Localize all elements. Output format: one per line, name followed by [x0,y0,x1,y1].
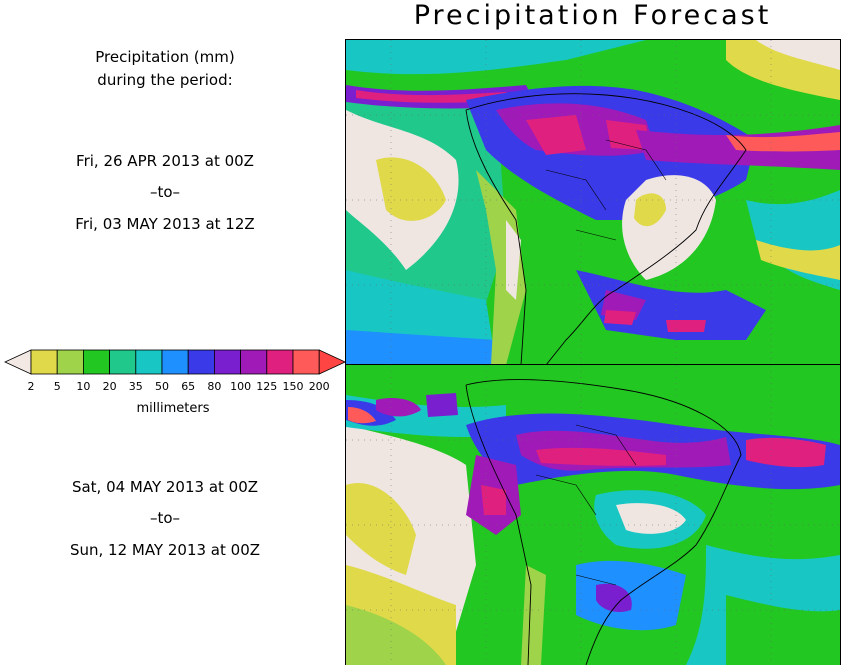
colorbar-tick-label: 150 [283,380,304,393]
colorbar-segment [30,349,58,375]
forecast-map-period-2 [345,364,841,665]
colorbar-over-arrow [318,349,345,375]
colorbar-segment [266,349,294,375]
colorbar-tick-label: 2 [28,380,35,393]
header-line-1: Precipitation (mm) [95,48,235,66]
colorbar-tick-label: 100 [230,380,251,393]
period-1-label: Fri, 26 APR 2013 at 00Z –to– Fri, 03 MAY… [0,150,330,244]
colorbar-tick-label: 10 [76,380,90,393]
colorbar-segment [187,349,215,375]
legend-header: Precipitation (mm) during the period: [0,46,330,93]
colorbar-units-label: millimeters [137,401,210,416]
colorbar-under-arrow [4,349,32,375]
colorbar-segment [292,349,320,375]
chart-title: Precipitation Forecast [413,0,772,31]
colorbar-segment [83,349,111,375]
colorbar-tick-label: 125 [256,380,277,393]
colorbar-tick-label: 5 [54,380,61,393]
colorbar-tick-label: 65 [181,380,195,393]
period-2-start: Sat, 04 MAY 2013 at 00Z [71,478,259,496]
colorbar-tick-label: 50 [155,380,169,393]
colorbar-segment [135,349,163,375]
period-2-separator: –to– [149,509,181,528]
colorbar-segment [109,349,137,375]
precipitation-colorbar: 2 5 10 20 35 50 65 80 100 125 150 200 millimeters [4,349,345,416]
period-2-end: Sun, 12 MAY 2013 at 00Z [69,540,261,559]
period-2-label: Sat, 04 MAY 2013 at 00Z –to– Sun, 12 MAY… [0,476,330,570]
colorbar-tick-label: 80 [207,380,221,393]
colorbar-tick-label: 200 [309,380,330,393]
period-1-start: Fri, 26 APR 2013 at 00Z [76,152,254,170]
colorbar-segment [240,349,268,375]
colorbar-segment [161,349,189,375]
colorbar-tick-label: 20 [103,380,117,393]
colorbar-segment [56,349,84,375]
period-1-separator: –to– [149,183,181,202]
colorbar-tick-label: 35 [129,380,143,393]
period-1-end: Fri, 03 MAY 2013 at 12Z [75,214,255,233]
forecast-map-period-1 [345,39,841,366]
header-line-2: during the period: [97,71,233,90]
colorbar-segment [213,349,241,375]
